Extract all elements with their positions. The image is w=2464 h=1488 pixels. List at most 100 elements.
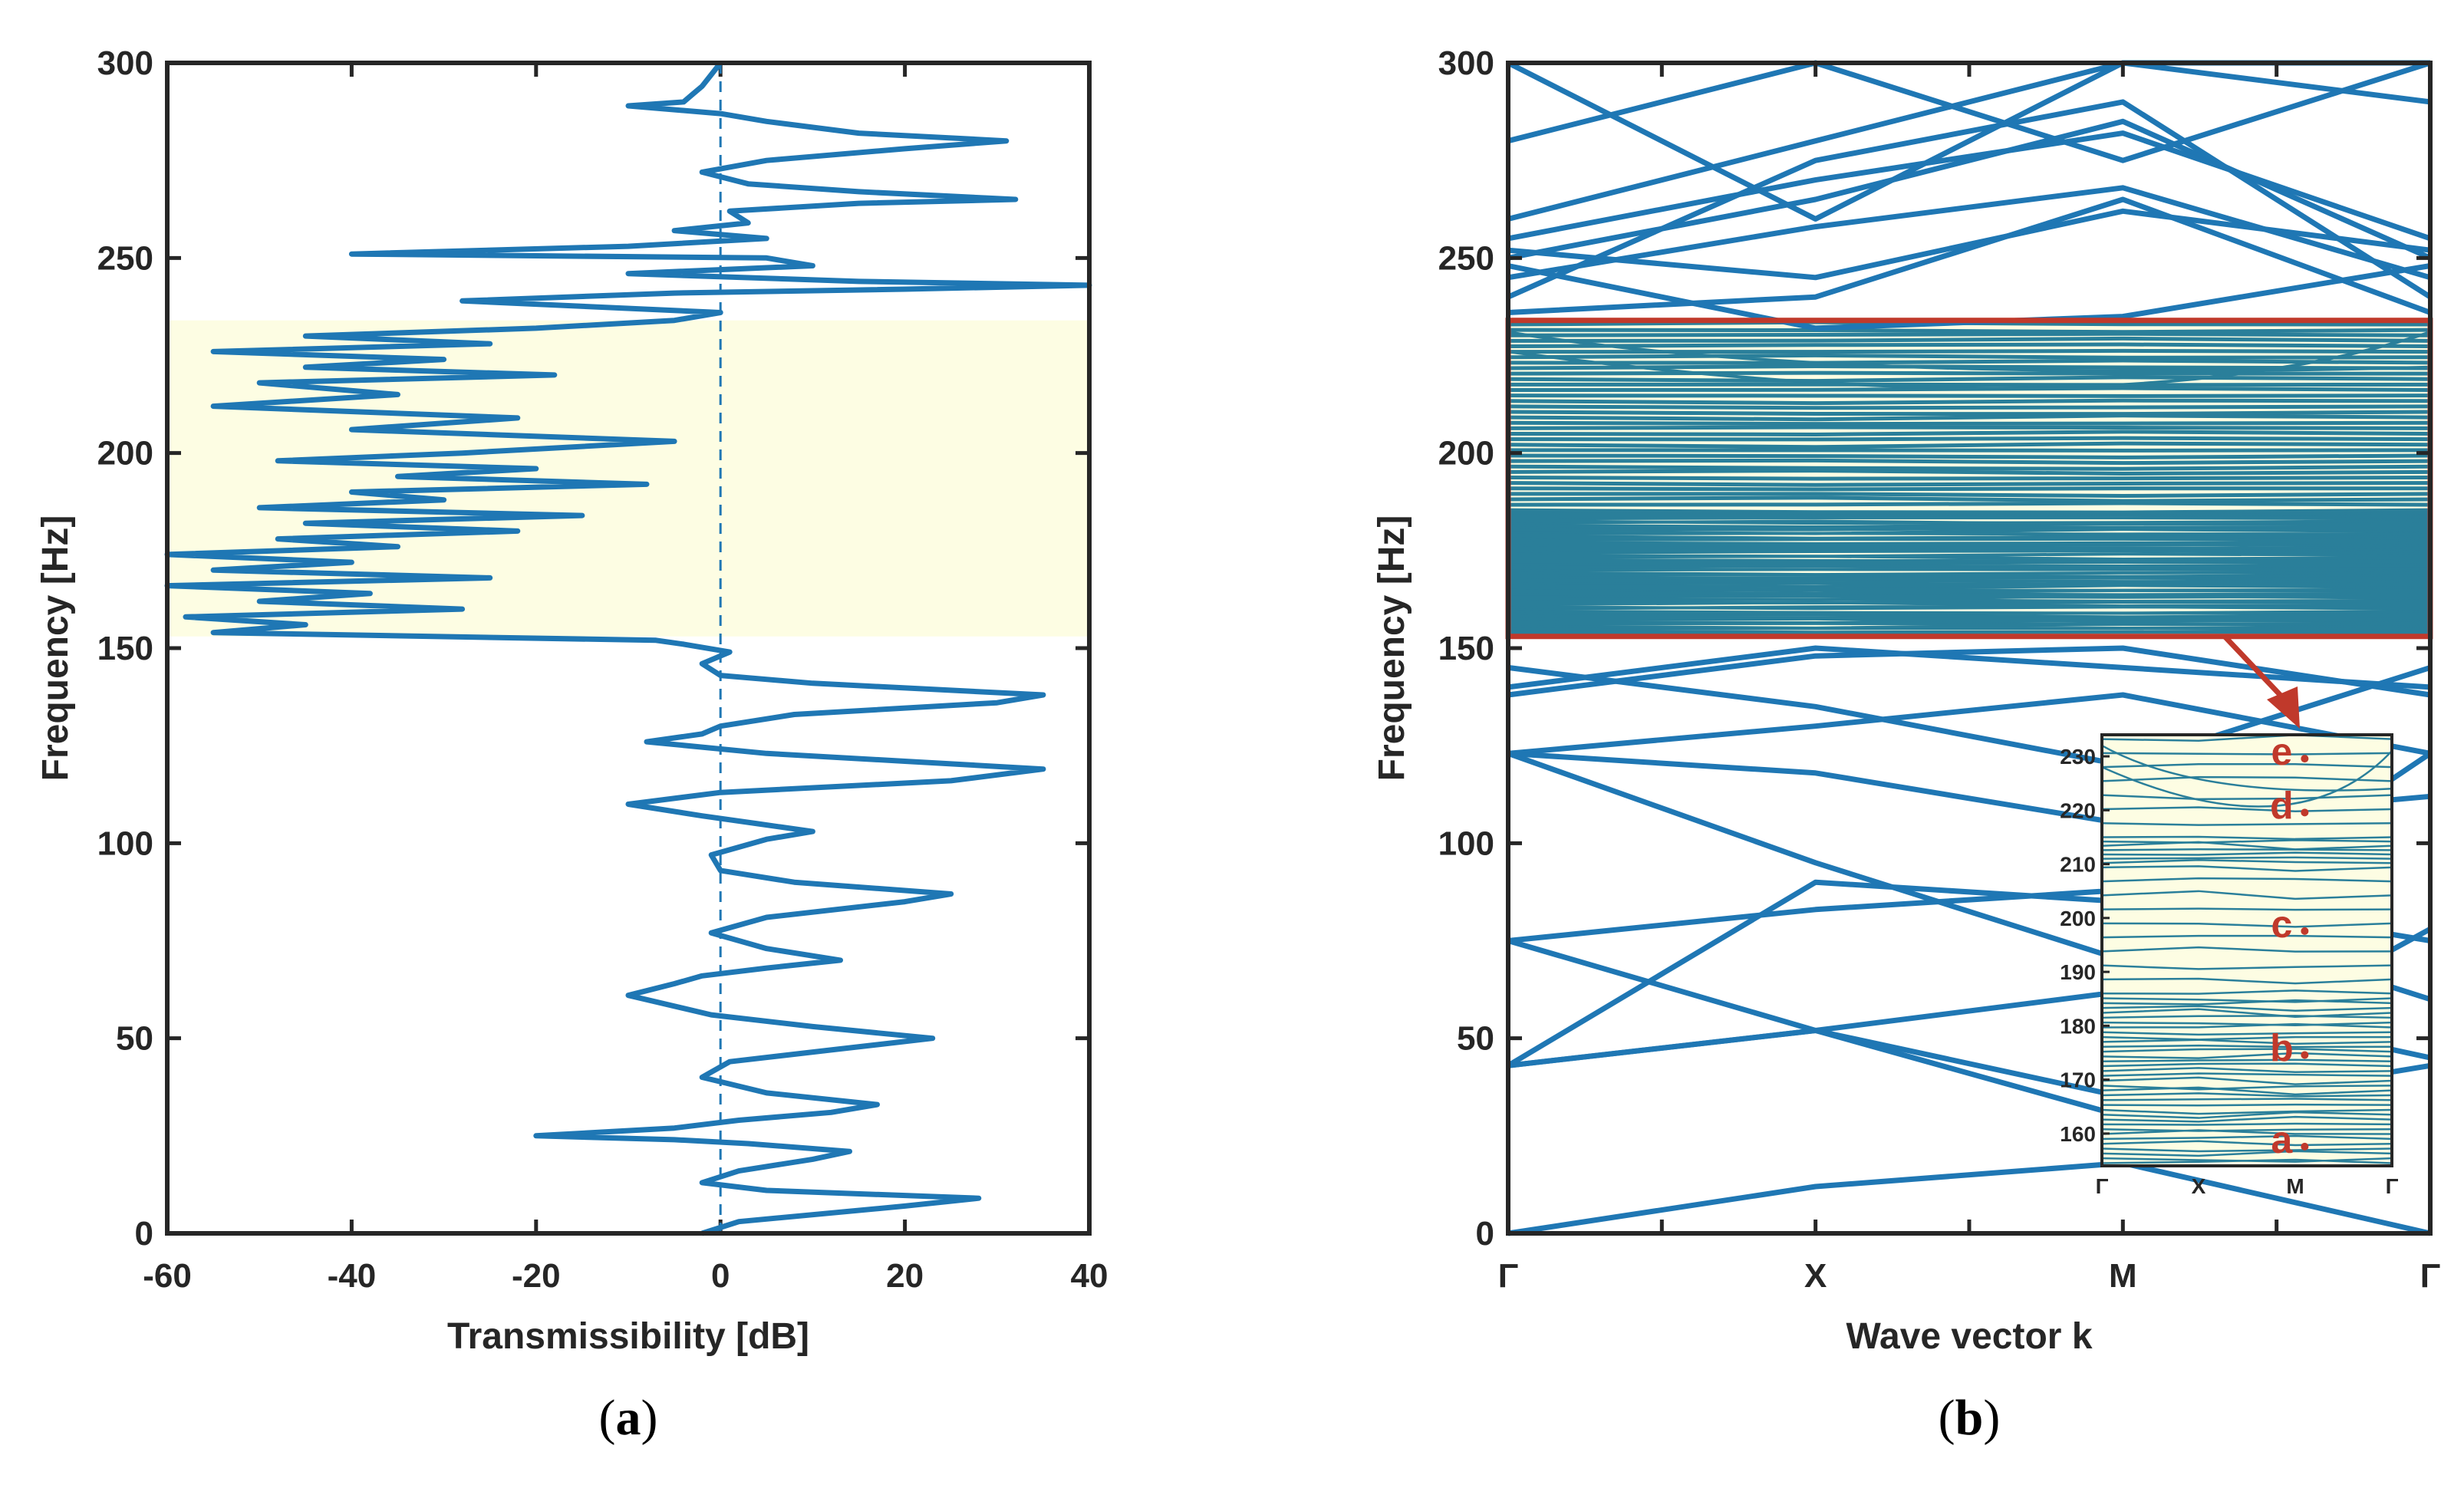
inset-band-line: [2101, 1008, 2393, 1018]
inset-x-tick-label: Γ: [2096, 1174, 2109, 1198]
inset-band-line: [2101, 1140, 2393, 1147]
inset-band-line: [2101, 1147, 2393, 1153]
inset-band-line: [2101, 1031, 2393, 1036]
band-line: [1507, 375, 2431, 384]
y-tick-label: 250: [1438, 239, 1494, 277]
dispersion-curve: [1507, 692, 2431, 756]
inset-band-line: [2101, 744, 2393, 792]
inset-band-line: [2101, 922, 2393, 928]
y-tick-label: 0: [135, 1215, 153, 1253]
band-line: [1507, 331, 2431, 390]
band-line: [1507, 410, 2431, 416]
inset-y-tick-label: 190: [2060, 960, 2096, 984]
mode-annotations: ed c b a: [2270, 730, 2309, 1161]
dense-band-lines: [1507, 320, 2431, 634]
inset-band-line: [2101, 1044, 2393, 1049]
band-line: [1507, 328, 2431, 334]
y-axis-label: Frequency [Hz]: [35, 515, 76, 782]
inset-band-line: [2101, 1052, 2393, 1059]
mode-marker-e: [2301, 755, 2309, 763]
dispersion-curve: [1507, 645, 2431, 698]
y-tick-marks: [165, 61, 1092, 1236]
inset-band-line: [2101, 1062, 2393, 1068]
inset-band-line: [2101, 999, 2393, 1006]
inset-x-tick-label: X: [2192, 1174, 2206, 1198]
inset-band-line: [2101, 1035, 2393, 1041]
inset-frame: [2100, 733, 2393, 1167]
inset-x-tick-label: Γ: [2386, 1174, 2399, 1198]
inset-band-line: [2101, 856, 2393, 860]
inset-band-line: [2101, 1048, 2393, 1053]
x-tick-label: Γ: [2420, 1257, 2440, 1295]
band-line: [1507, 495, 2431, 503]
y-tick-label: 200: [1438, 435, 1494, 472]
inset-band-line: [2101, 775, 2393, 782]
inset-band-line: [2101, 1067, 2393, 1074]
mode-label-e: e: [2271, 730, 2292, 773]
band-line: [1507, 448, 2431, 453]
inset-band-line: [2101, 851, 2393, 856]
inset-band-line: [2101, 934, 2393, 939]
inset-y-tick-label: 200: [2060, 907, 2096, 930]
inset-band-line: [2101, 1157, 2393, 1163]
inset-x-tick-label: M: [2286, 1174, 2304, 1198]
inset-band-line: [2101, 1111, 2393, 1119]
inset-band-line: [2101, 794, 2393, 801]
band-line: [1507, 541, 2431, 545]
inset-band-line: [2101, 1115, 2393, 1123]
band-line: [1507, 358, 2431, 365]
inset-band-line: [2101, 1108, 2393, 1115]
band-line: [1507, 353, 2431, 360]
mode-marker-a: [2301, 1142, 2309, 1151]
band-line: [1507, 370, 2431, 376]
band-line: [1507, 436, 2431, 442]
band-line: [1507, 475, 2431, 481]
inset-band-line: [2101, 858, 2393, 864]
inset-band-line: [2101, 848, 2393, 851]
inset-band-line: [2101, 1129, 2393, 1135]
dispersion-curve: [1507, 645, 2431, 690]
mode-label-c: c: [2271, 903, 2292, 946]
band-line: [1507, 545, 2431, 551]
mode-marker-b: [2301, 1051, 2309, 1059]
band-line: [1507, 558, 2431, 563]
inset-band-line: [2101, 1076, 2393, 1085]
transmissibility-curve: [164, 61, 1092, 1236]
band-line: [1507, 331, 2431, 373]
x-tick-label: M: [2109, 1257, 2137, 1295]
panel-caption-a: (a): [599, 1390, 658, 1446]
inset-band-line: [2101, 1092, 2393, 1098]
inset-band-line: [2101, 946, 2393, 953]
inset-y-tick-label: 230: [2060, 745, 2096, 769]
inset-band-line: [2101, 839, 2393, 844]
inset-band-line: [2101, 733, 2393, 742]
band-line: [1507, 609, 2431, 615]
inset-band-line: [2101, 907, 2393, 911]
band-line: [1507, 594, 2431, 599]
y-tick-labels: 0 50 100 150 200 250 300: [97, 44, 153, 1253]
band-line: [1507, 469, 2431, 476]
band-line: [1507, 481, 2431, 487]
y-tick-label: 300: [1438, 44, 1494, 82]
inset-band-line: [2101, 750, 2393, 808]
plot-frame: [165, 61, 1092, 1236]
inset-band-line: [2101, 890, 2393, 900]
inset-y-tick-label: 160: [2060, 1122, 2096, 1146]
y-tick-label: 100: [97, 825, 153, 862]
band-line: [1507, 331, 2431, 337]
band-line: [1507, 574, 2431, 581]
band-line: [1507, 605, 2431, 611]
inset-band-line: [2101, 1058, 2393, 1062]
y-tick-label: 50: [116, 1020, 153, 1058]
x-tick-labels: -60 -40 -20 0 20 40: [143, 1257, 1108, 1295]
band-line: [1507, 492, 2431, 499]
inset-band-line: [2101, 841, 2393, 851]
dispersion-curve: [1507, 664, 2432, 769]
inset-band-lines: [2101, 733, 2393, 1164]
x-tick-label: 20: [886, 1257, 924, 1295]
band-line: [1507, 342, 2431, 349]
band-line: [1507, 617, 2431, 624]
x-tick-label: 40: [1071, 1257, 1108, 1295]
band-line: [1507, 336, 2431, 343]
